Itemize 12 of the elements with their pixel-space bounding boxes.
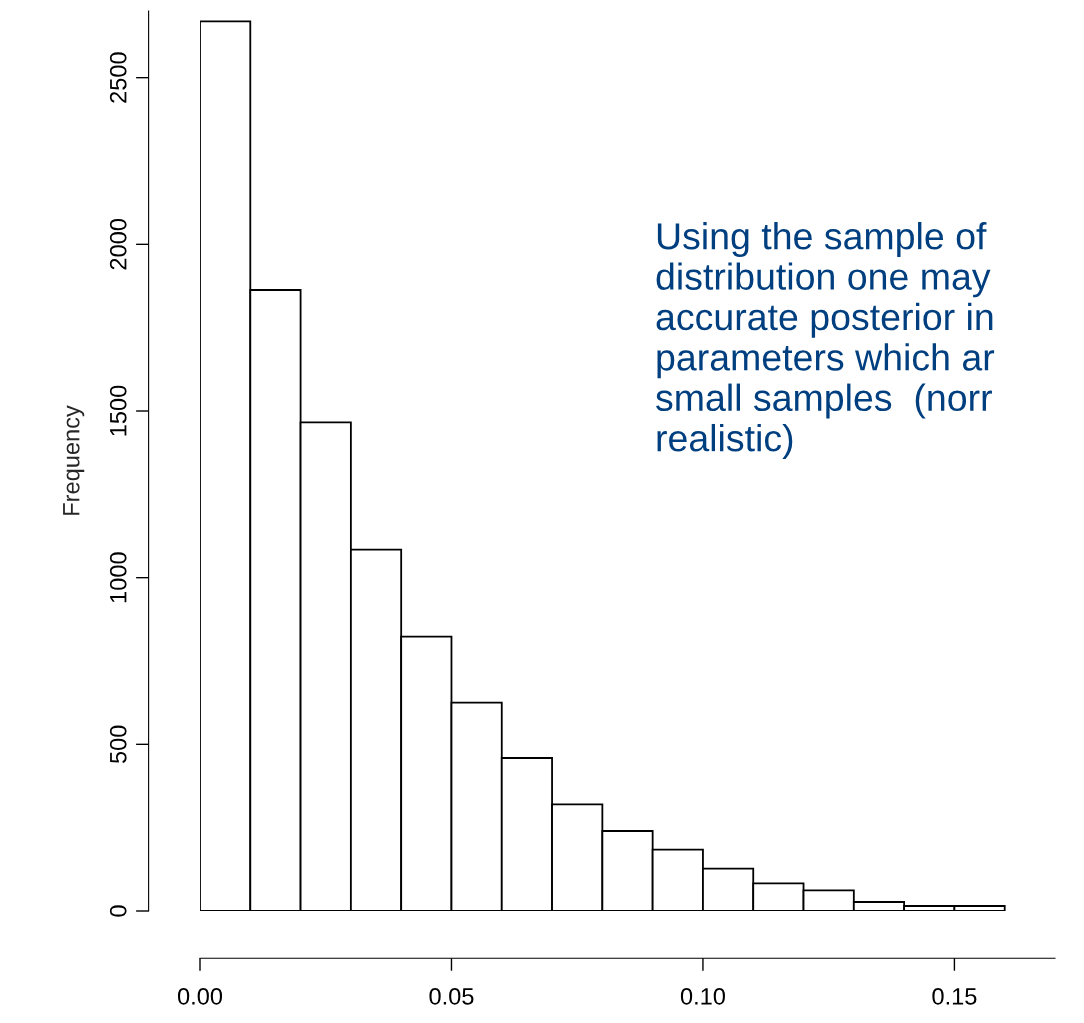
y-tick-label: 2500 [109,52,127,103]
annotation: Using the sample of distribution one may accurate posterior in parameters which ar small samples (norr realistic) [656,222,995,459]
x-tick-label: 0.10 [680,988,725,1005]
y-tick-label: 1500 [109,385,127,436]
y-tick-label: 500 [109,725,127,764]
y-tick-label: 1000 [109,552,127,603]
y-tick-label: 0 [109,905,127,917]
x-tick-label: 0.05 [429,988,474,1005]
y-axis-title: Frequency [63,405,85,515]
x-tick-label: 0.00 [177,988,223,1005]
x-tick-label: 0.15 [932,988,977,1005]
y-tick-label: 2000 [109,218,127,270]
